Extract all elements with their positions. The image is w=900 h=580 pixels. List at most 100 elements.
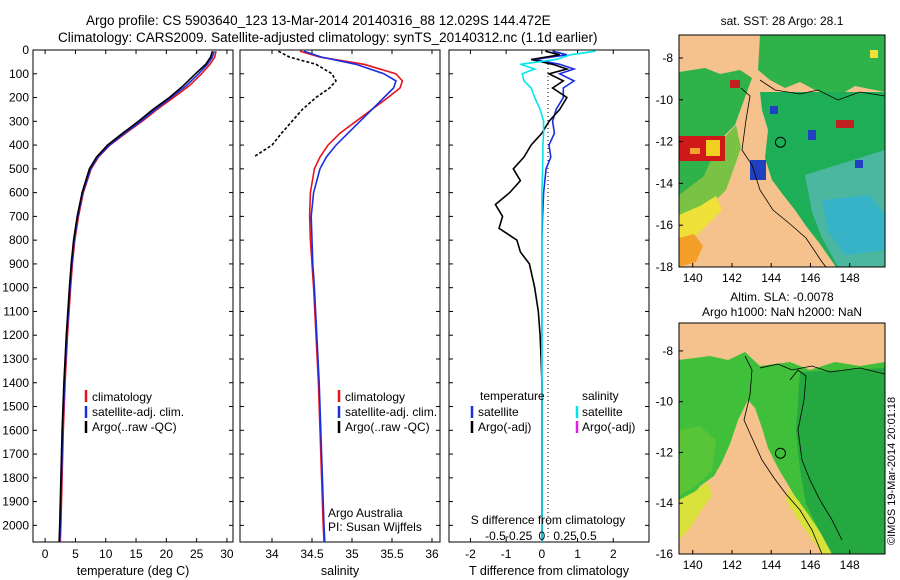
figure-subtitle: Climatology: CARS2009. Satellite-adjuste…: [58, 30, 598, 45]
depth-tick-label: 1500: [2, 400, 29, 414]
map-lat-label: -14: [656, 176, 674, 190]
legend-label-climatology: climatology: [345, 390, 405, 404]
salinity-axes: [239, 49, 441, 543]
legend-label-t-argo: Argo(-adj): [478, 420, 531, 434]
x-tick-label: 2: [610, 547, 617, 561]
note-argo-australia: Argo Australia: [328, 506, 403, 520]
legend-label-climatology: climatology: [92, 390, 152, 404]
s-difference-tick-label: -0.25: [505, 529, 533, 543]
x-tick-label: 35.5: [380, 547, 404, 561]
sst-anomaly-yellow: [706, 140, 720, 156]
s-difference-tick-labels: -0.5 -0.25 0 0.25 0.5: [485, 529, 597, 543]
sst-warm-coast: [679, 234, 703, 267]
s-difference-tick-label: 0: [539, 529, 546, 543]
note-pi: PI: Susan Wijffels: [328, 520, 422, 534]
sst-ocean-west: [679, 68, 752, 195]
depth-tick-label: 1600: [2, 423, 29, 437]
depth-tick-label: 800: [9, 233, 29, 247]
map-lat-label: -10: [656, 395, 674, 409]
map-lat-label: -18: [656, 260, 674, 274]
salinity-lines: [253, 50, 404, 542]
sla-map-title: Altim. SLA: -0.0078: [730, 290, 834, 304]
map-lon-label: 142: [722, 558, 742, 572]
sla-yellow-band: [679, 482, 712, 540]
temperature-axes: [32, 49, 234, 543]
x-tick-label: 5: [72, 547, 79, 561]
s-difference-tick-label: 0.25: [553, 529, 577, 543]
x-tick-label: 10: [99, 547, 113, 561]
sst-map-ticks: 140 142 144 146 148 -8 -10 -12 -14 -16 -18: [656, 51, 860, 285]
depth-tick-label: 600: [9, 186, 29, 200]
sst-cold-patch: [750, 160, 766, 180]
difference-lines: [494, 50, 596, 542]
depth-tick-label: 1000: [2, 281, 29, 295]
sla-coastline-north: [759, 363, 885, 375]
legend-title-salinity: salinity: [582, 389, 619, 403]
x-tick-label: 20: [160, 547, 174, 561]
sst-map-frame: [678, 34, 886, 268]
salinity-panel: 34 34.5 35 35.5 36 salinity climatology sate…: [239, 49, 441, 578]
map-lat-label: -14: [656, 496, 674, 510]
sst-coastline: [740, 87, 827, 267]
map-lon-label: 144: [761, 271, 781, 285]
depth-tick-label: 900: [9, 257, 29, 271]
map-lat-label: -12: [656, 445, 674, 459]
map-lon-label: 146: [800, 271, 820, 285]
difference-panel: -2 -1 0 1 2 T difference from climatology S …: [448, 49, 650, 578]
depth-tick-label: 1100: [3, 304, 29, 318]
sla-map: Altim. SLA: -0.0078 Argo h1000: NaN h200…: [656, 290, 886, 572]
x-tick-label: 34: [265, 547, 279, 561]
temperature-legend: climatology satellite-adj. clim. Argo(..…: [84, 390, 184, 434]
sla-contour: [789, 369, 843, 541]
sst-gulf: [679, 125, 741, 232]
x-tick-label: 36: [425, 547, 439, 561]
depth-tick-label: 0: [22, 43, 29, 57]
series-line-argo-raw-qc-: [58, 50, 214, 542]
x-tick-label: 0: [42, 547, 49, 561]
x-tick-label: 1: [574, 547, 581, 561]
depth-tick-label: 500: [9, 162, 29, 176]
sst-anomaly-orange: [690, 148, 700, 154]
legend-label-t-satellite: satellite: [478, 405, 519, 419]
sst-map-canvas: [679, 35, 885, 267]
argo-location-marker: [774, 136, 786, 148]
sst-red-speck: [730, 80, 740, 88]
sla-map-frame: [678, 322, 886, 555]
map-lon-label: 144: [761, 558, 781, 572]
x-tick-label: 35: [345, 547, 359, 561]
legend-label-argo: Argo(..raw -QC): [92, 420, 177, 434]
map-lat-label: -10: [656, 93, 674, 107]
sla-yellow-band-east: [786, 488, 832, 554]
sla-coastline: [743, 355, 823, 554]
legend-label-s-argo: Argo(-adj): [582, 420, 635, 434]
difference-axes: [448, 49, 650, 543]
map-lon-label: 140: [683, 271, 703, 285]
sst-blue-speck: [808, 130, 816, 140]
sla-map-canvas: [679, 323, 885, 554]
legend-label-satellite: satellite-adj. clim.: [92, 405, 184, 419]
s-difference-tick-label: -0.5: [485, 529, 506, 543]
temperature-xlabel: temperature (deg C): [77, 564, 190, 578]
series-line-satellite-adj-clim-: [303, 50, 397, 542]
s-difference-label: S difference from climatology: [471, 513, 626, 527]
depth-tick-label: 1800: [2, 471, 29, 485]
depth-tick-label: 400: [9, 138, 29, 152]
argo-location-marker: [774, 447, 786, 459]
x-tick-label: 0: [539, 547, 546, 561]
sst-red-speck: [836, 120, 854, 128]
depth-tick-label: 200: [9, 91, 29, 105]
x-tick-label: 34.5: [300, 547, 324, 561]
series-line-t-argo-adj-: [494, 50, 570, 542]
map-lat-label: -16: [656, 218, 674, 232]
figure-title: Argo profile: CS 5903640_123 13-Mar-2014…: [86, 13, 551, 28]
map-lon-label: 142: [722, 271, 742, 285]
salinity-legend: climatology satellite-adj. clim. Argo(..…: [337, 390, 437, 434]
map-lat-label: -8: [662, 51, 673, 65]
imos-stamp: ©IMOS 19-Mar-2014 20:01:18: [886, 397, 898, 545]
sst-coastline-north: [759, 79, 885, 101]
depth-tick-label: 100: [9, 67, 29, 81]
depth-tick-label: 1900: [2, 495, 29, 509]
map-lon-label: 146: [800, 558, 820, 572]
difference-xlabel: T difference from climatology: [469, 564, 630, 578]
